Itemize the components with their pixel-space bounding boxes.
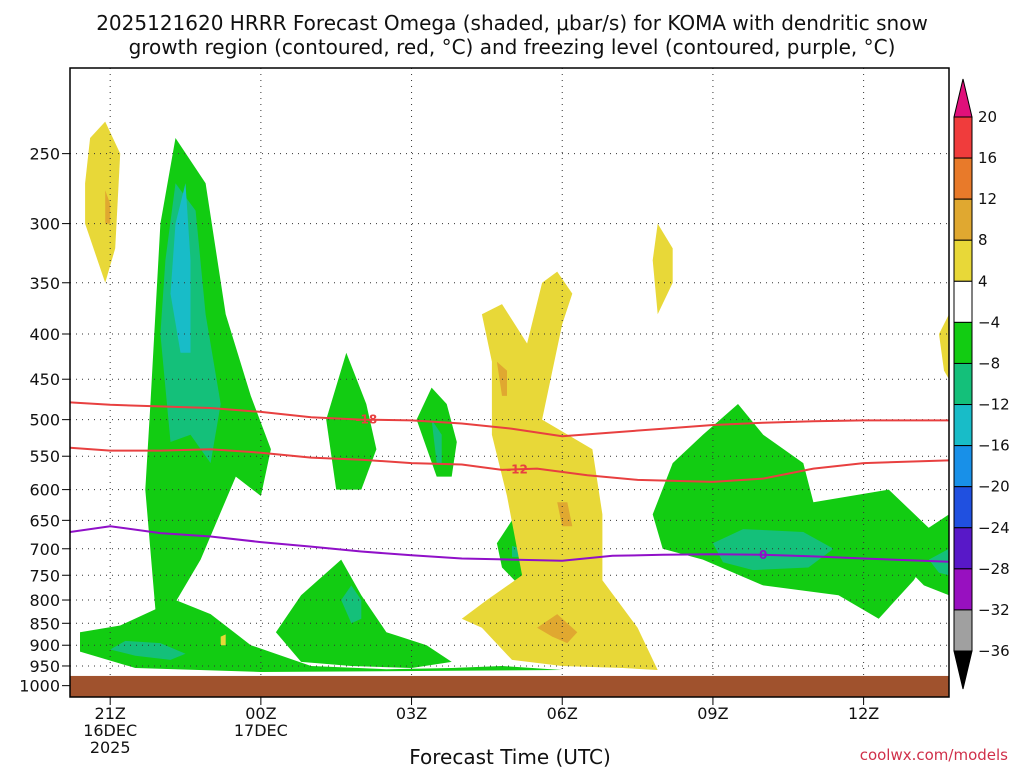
colorbar-swatch-5 bbox=[953, 321, 973, 364]
y-tick-label-400: 400 bbox=[29, 325, 60, 344]
contour-label-0: -18 bbox=[356, 413, 378, 427]
omega-region-6 bbox=[341, 585, 362, 624]
colorbar-label-13: −36 bbox=[978, 642, 1010, 660]
colorbar-label-3: 8 bbox=[978, 231, 988, 249]
warm-region-8 bbox=[939, 314, 949, 380]
x-tick-label-12-0: 09Z bbox=[697, 704, 728, 723]
omega-region-14 bbox=[903, 514, 949, 596]
colorbar-top-arrow bbox=[953, 78, 973, 118]
y-tick-label-600: 600 bbox=[29, 481, 60, 500]
x-tick-label-3-0: 00Z bbox=[245, 704, 276, 723]
colorbar-label-4: 4 bbox=[978, 272, 988, 290]
contour-label-2: 0 bbox=[759, 548, 767, 562]
contour-line-0 bbox=[70, 401, 949, 438]
colorbar-label-12: −32 bbox=[978, 601, 1010, 619]
y-tick-label-300: 300 bbox=[29, 215, 60, 234]
colorbar-swatch-1 bbox=[953, 157, 973, 200]
colorbar-label-9: −20 bbox=[978, 478, 1010, 496]
y-tick-label-950: 950 bbox=[29, 657, 60, 676]
plot-frame bbox=[69, 67, 950, 698]
colorbar: 20 16 12 8 4 −4 −8 −12 −16 −20 −24 −28 −32 −36 bbox=[953, 78, 1010, 690]
colorbar-swatch-0 bbox=[953, 116, 973, 159]
omega-region-4 bbox=[110, 640, 186, 660]
title-line-2: growth region (contoured, red, °C) and f… bbox=[129, 35, 896, 59]
colorbar-swatch-11 bbox=[953, 568, 973, 611]
colorbar-swatch-4 bbox=[953, 280, 973, 323]
x-tick-label-0-1: 16DEC bbox=[83, 721, 137, 740]
colorbar-swatch-9 bbox=[953, 486, 973, 529]
y-axis: 250 300 350 400 450 500 550 600 650 700 750 800 850 9… bbox=[19, 145, 70, 696]
colorbar-bottom-arrow bbox=[953, 650, 973, 690]
y-tick-label-900: 900 bbox=[29, 636, 60, 655]
colorbar-label-6: −8 bbox=[978, 354, 1000, 372]
omega-region-2 bbox=[170, 183, 191, 353]
warm-region-3 bbox=[496, 361, 507, 396]
colorbar-label-10: −24 bbox=[978, 519, 1010, 537]
x-tick-label-0-2: 2025 bbox=[90, 738, 131, 757]
contour-line-1 bbox=[70, 446, 949, 483]
contour-label-1: -12 bbox=[506, 462, 528, 476]
grid-lines bbox=[70, 68, 949, 697]
warm-region-5 bbox=[537, 614, 578, 644]
colorbar-swatch-6 bbox=[953, 362, 973, 406]
colorbar-label-5: −4 bbox=[978, 313, 1000, 331]
y-tick-label-350: 350 bbox=[29, 274, 60, 293]
y-tick-label-550: 550 bbox=[29, 447, 60, 466]
colorbar-swatch-3 bbox=[953, 239, 973, 282]
y-tick-label-450: 450 bbox=[29, 370, 60, 389]
warm-region-0 bbox=[85, 121, 121, 283]
colorbar-swatch-2 bbox=[953, 198, 973, 241]
x-tick-label-6-0: 03Z bbox=[396, 704, 427, 723]
warm-region-6 bbox=[652, 223, 673, 315]
plot-area: -18 -12 0 bbox=[70, 68, 949, 697]
y-tick-label-500: 500 bbox=[29, 411, 60, 430]
omega-region-7 bbox=[326, 352, 377, 490]
colorbar-swatch-10 bbox=[953, 527, 973, 570]
chart-title: 2025121620 HRRR Forecast Omega (shaded, … bbox=[96, 11, 928, 59]
omega-region-13 bbox=[712, 529, 834, 571]
omega-region-3 bbox=[80, 600, 563, 672]
omega-region-12 bbox=[652, 404, 939, 619]
x-tick-label-3-1: 17DEC bbox=[234, 721, 288, 740]
y-tick-label-850: 850 bbox=[29, 614, 60, 633]
y-tick-label-650: 650 bbox=[29, 511, 60, 530]
colorbar-label-7: −12 bbox=[978, 396, 1010, 414]
colorbar-label-2: 12 bbox=[978, 190, 997, 208]
x-axis-label: Forecast Time (UTC) bbox=[409, 745, 611, 768]
contour-0: -18 bbox=[70, 401, 949, 438]
x-tick-label-15-0: 12Z bbox=[848, 704, 879, 723]
y-tick-label-250: 250 bbox=[29, 145, 60, 164]
title-line-1: 2025121620 HRRR Forecast Omega (shaded, … bbox=[96, 11, 928, 35]
colorbar-swatch-12 bbox=[953, 609, 973, 652]
colorbar-label-8: −16 bbox=[978, 437, 1010, 455]
contour-2: 0 bbox=[70, 525, 949, 563]
y-tick-label-800: 800 bbox=[29, 591, 60, 610]
omega-region-5 bbox=[275, 559, 452, 668]
colorbar-label-1: 16 bbox=[978, 149, 997, 167]
x-tick-label-9-0: 06Z bbox=[547, 704, 578, 723]
x-tick-label-0-0: 21Z bbox=[95, 704, 126, 723]
contour-line-2 bbox=[70, 525, 949, 563]
omega-region-9 bbox=[431, 419, 442, 464]
y-tick-label-1000: 1000 bbox=[19, 677, 60, 696]
colorbar-label-0: 20 bbox=[978, 108, 997, 126]
colorbar-swatch-8 bbox=[953, 445, 973, 488]
colorbar-swatch-7 bbox=[953, 404, 973, 447]
y-tick-label-750: 750 bbox=[29, 566, 60, 585]
ground-fill bbox=[70, 675, 949, 697]
warm-region-7 bbox=[220, 634, 226, 646]
y-tick-label-700: 700 bbox=[29, 540, 60, 559]
credit-text: coolwx.com/models bbox=[860, 746, 1008, 764]
warm-region-1 bbox=[105, 190, 111, 224]
colorbar-label-11: −28 bbox=[978, 560, 1010, 578]
contour-1: -12 bbox=[70, 446, 949, 483]
